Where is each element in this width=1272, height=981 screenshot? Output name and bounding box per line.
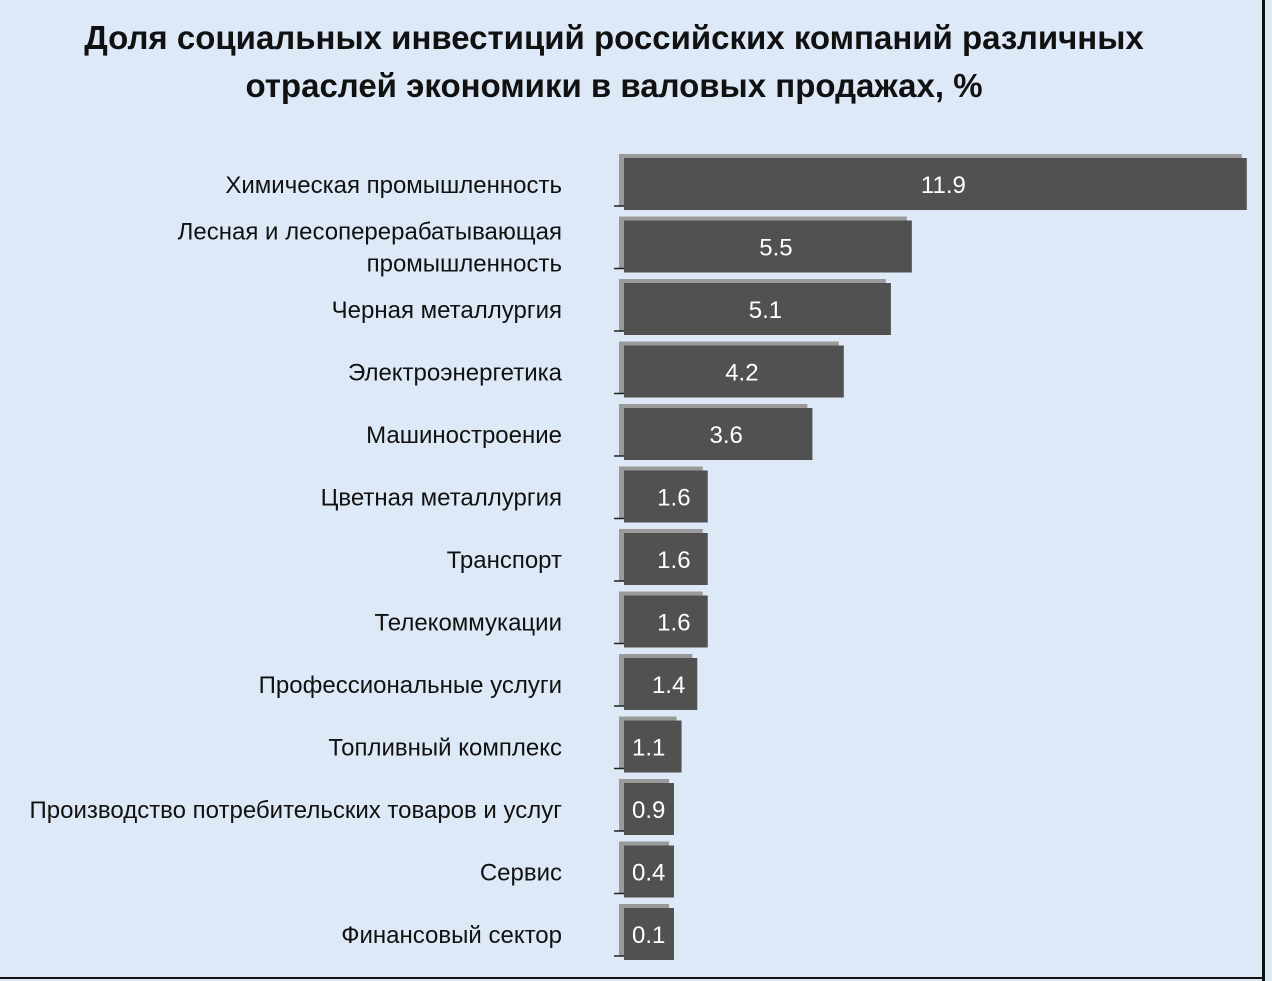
category-label: Химическая промышленность: [225, 172, 562, 199]
category-label: Топливный комплекс: [328, 735, 562, 762]
data-label: 0.9: [632, 797, 665, 824]
bar: [624, 908, 674, 960]
category-label: Транспорт: [447, 547, 562, 574]
bar: [624, 220, 912, 273]
bar: [624, 470, 708, 523]
category-label: Производство потребительских товаров и у…: [30, 797, 563, 824]
category-label: Машиностроение: [366, 422, 562, 449]
data-label: 0.4: [632, 860, 665, 887]
data-label: 1.4: [652, 672, 685, 699]
chart-title: Доля социальных инвестиций российских ко…: [0, 14, 1228, 110]
category-label: Электроэнергетика: [348, 360, 563, 387]
data-label: 0.1: [632, 922, 665, 949]
bar: [624, 783, 674, 835]
category-label: Телекоммукации: [374, 610, 562, 637]
data-label: 1.6: [657, 610, 690, 637]
chart-title-line-2: отраслей экономики в валовых продажах, %: [245, 67, 983, 104]
bar: [624, 658, 698, 710]
data-label: 5.5: [759, 235, 792, 262]
data-label: 11.9: [921, 172, 966, 199]
frame-bottom-border: [0, 977, 1265, 979]
bar: [624, 408, 813, 460]
category-label: Финансовый сектор: [341, 922, 562, 949]
category-label: промышленность: [367, 251, 562, 278]
chart-title-line-1: Доля социальных инвестиций российских ко…: [84, 19, 1144, 56]
category-label: Сервис: [480, 860, 562, 887]
data-label: 1.1: [632, 735, 665, 762]
data-label: 4.2: [725, 360, 758, 387]
bar: [624, 533, 708, 585]
frame-right-border: [1262, 0, 1265, 981]
category-label: Лесная и лесоперерабатывающая: [178, 219, 562, 246]
bar: [624, 158, 1247, 210]
data-label: 1.6: [657, 485, 690, 512]
data-label: 1.6: [657, 547, 690, 574]
data-label: 3.6: [710, 422, 743, 449]
bar: [624, 595, 708, 648]
data-label: 5.1: [749, 297, 782, 324]
bar: [624, 720, 682, 773]
category-label: Профессиональные услуги: [259, 672, 562, 699]
bar: [624, 345, 844, 398]
category-label: Черная металлургия: [332, 297, 562, 324]
bar: [624, 845, 674, 898]
category-label: Цветная металлургия: [321, 485, 562, 512]
bar: [624, 283, 891, 335]
